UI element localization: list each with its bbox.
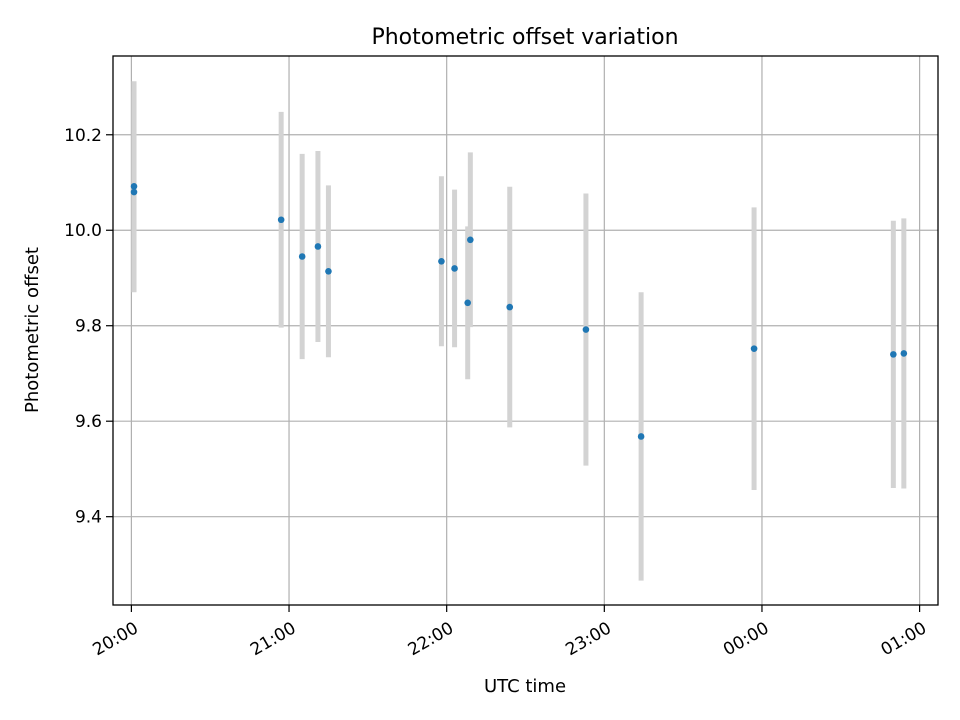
data-point	[582, 326, 590, 333]
data-point	[750, 345, 758, 352]
x-axis-ticks: 20:00 21:00 22:00 23:00 00:00 01:00	[89, 605, 930, 660]
x-tick-label: 00:00	[720, 618, 772, 660]
x-tick-label: 23:00	[562, 618, 614, 660]
data-point	[325, 268, 332, 275]
data-point	[464, 299, 471, 307]
data-points	[130, 183, 908, 440]
data-point	[438, 257, 445, 265]
plot-frame	[112, 55, 939, 606]
y-tick-label: 9.6	[75, 412, 102, 432]
data-point	[637, 433, 645, 440]
y-axis-label: Photometric offset	[22, 247, 43, 413]
x-tick-label: 21:00	[247, 618, 299, 660]
data-point	[130, 188, 138, 196]
data-point	[314, 243, 322, 250]
x-tick-label: 22:00	[405, 618, 457, 660]
data-point	[130, 183, 138, 190]
x-tick-label: 01:00	[878, 618, 930, 660]
y-axis-ticks: 9.4 9.6 9.8 10.0 10.2	[64, 126, 113, 528]
x-tick-label: 20:00	[89, 618, 141, 660]
data-point	[277, 216, 285, 224]
data-point	[900, 350, 908, 357]
data-point	[467, 236, 474, 244]
grid	[113, 56, 938, 605]
y-tick-label: 9.8	[75, 317, 102, 337]
y-tick-label: 10.2	[64, 126, 102, 146]
x-axis-label: UTC time	[484, 676, 566, 697]
data-point	[506, 303, 514, 311]
data-point	[298, 253, 306, 260]
y-tick-label: 10.0	[64, 221, 102, 241]
chart-title: Photometric offset variation	[371, 25, 678, 50]
y-tick-label: 9.4	[75, 508, 102, 528]
data-point	[451, 265, 458, 272]
data-point	[890, 351, 897, 358]
error-bars	[131, 81, 907, 581]
